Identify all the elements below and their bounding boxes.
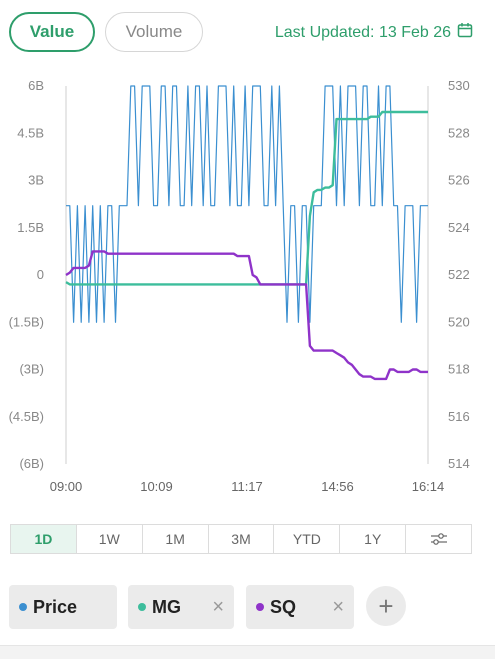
sq-color-dot bbox=[256, 603, 264, 611]
price-chart[interactable]: 6B 4.5B 3B 1.5B 0 (1.5B) (3B) (4.5B) (6B) 530 528 5… bbox=[0, 70, 495, 510]
x-axis-tick-label: 14:56 bbox=[321, 479, 354, 494]
range-tab-1w[interactable]: 1W bbox=[77, 525, 143, 553]
range-tab-1y[interactable]: 1Y bbox=[340, 525, 407, 553]
left-axis-tick-label: 1.5B bbox=[17, 220, 44, 235]
x-axis-tick-label: 11:17 bbox=[231, 479, 263, 494]
right-axis-tick-label: 522 bbox=[448, 267, 470, 282]
x-axis-tick-label: 09:00 bbox=[50, 479, 83, 494]
settings-sliders-button[interactable] bbox=[406, 525, 471, 553]
right-axis-tick-label: 516 bbox=[448, 409, 470, 424]
left-axis-tick-label: (6B) bbox=[19, 456, 44, 471]
series-line-mg bbox=[65, 110, 428, 286]
sliders-icon bbox=[430, 533, 447, 545]
remove-sq-icon[interactable]: × bbox=[332, 595, 344, 618]
volume-toggle-button[interactable]: Volume bbox=[105, 12, 203, 52]
x-axis-tick-label: 10:09 bbox=[140, 479, 173, 494]
value-toggle-button[interactable]: Value bbox=[9, 12, 95, 52]
right-axis-tick-label: 520 bbox=[448, 314, 470, 329]
left-axis-tick-label: (1.5B) bbox=[9, 314, 44, 329]
add-series-button[interactable]: + bbox=[366, 586, 406, 626]
x-axis-tick-label: 16:14 bbox=[412, 479, 445, 494]
right-axis-tick-label: 514 bbox=[448, 456, 470, 471]
sq-series-chip[interactable]: SQ × bbox=[246, 585, 354, 629]
price-chip-label: Price bbox=[33, 596, 78, 617]
bottom-divider bbox=[0, 645, 495, 659]
mg-series-chip[interactable]: MG × bbox=[128, 585, 234, 629]
right-axis-tick-label: 528 bbox=[448, 125, 470, 140]
range-tab-1m[interactable]: 1M bbox=[143, 525, 209, 553]
mg-chip-label: MG bbox=[152, 596, 181, 617]
chart-svg: 6B 4.5B 3B 1.5B 0 (1.5B) (3B) (4.5B) (6B) 530 528 5… bbox=[9, 78, 470, 494]
series-line-sq bbox=[65, 250, 428, 381]
range-tab-3m[interactable]: 3M bbox=[209, 525, 275, 553]
right-axis-tick-label: 530 bbox=[448, 78, 470, 93]
left-axis-tick-label: (3B) bbox=[19, 362, 44, 377]
price-color-dot bbox=[19, 603, 27, 611]
series-line-price bbox=[66, 85, 428, 323]
price-series-chip[interactable]: Price bbox=[9, 585, 117, 629]
left-axis-tick-label: (4.5B) bbox=[9, 409, 44, 424]
last-updated[interactable]: Last Updated: 13 Feb 26 bbox=[275, 22, 473, 43]
mg-color-dot bbox=[138, 603, 146, 611]
left-axis-tick-label: 6B bbox=[28, 78, 44, 93]
right-axis-tick-label: 518 bbox=[448, 362, 470, 377]
last-updated-label: Last Updated: 13 Feb 26 bbox=[274, 23, 451, 41]
right-axis-tick-label: 526 bbox=[448, 173, 470, 188]
left-axis-tick-label: 3B bbox=[28, 173, 44, 188]
range-tab-1d[interactable]: 1D bbox=[11, 525, 77, 553]
calendar-icon[interactable] bbox=[457, 22, 473, 43]
range-tab-ytd[interactable]: YTD bbox=[274, 525, 341, 553]
range-selector: 1D 1W 1M 3M YTD 1Y bbox=[10, 524, 472, 554]
right-axis-tick-label: 524 bbox=[448, 220, 470, 235]
remove-mg-icon[interactable]: × bbox=[212, 595, 224, 618]
left-axis-tick-label: 0 bbox=[37, 267, 44, 282]
left-axis-tick-label: 4.5B bbox=[17, 125, 44, 140]
sq-chip-label: SQ bbox=[270, 596, 297, 617]
